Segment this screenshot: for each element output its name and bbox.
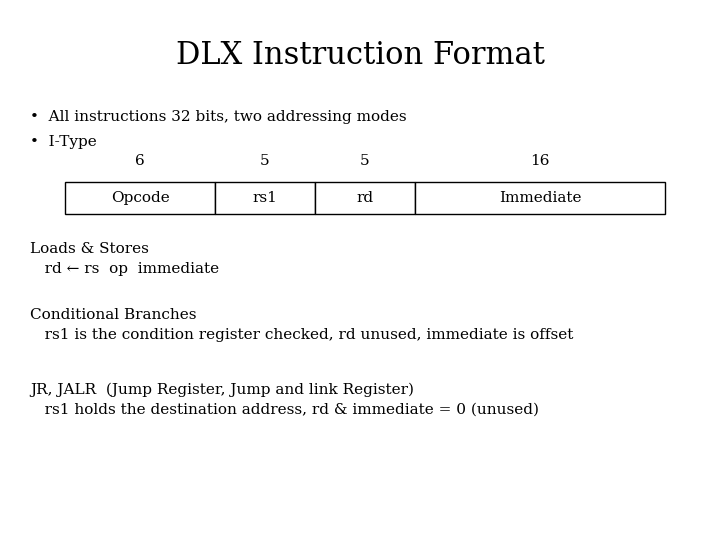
Text: rs1 is the condition register checked, rd unused, immediate is offset: rs1 is the condition register checked, r… — [30, 328, 573, 342]
Text: •  All instructions 32 bits, two addressing modes: • All instructions 32 bits, two addressi… — [30, 110, 407, 124]
Text: 5: 5 — [260, 154, 270, 168]
Text: DLX Instruction Format: DLX Instruction Format — [176, 40, 544, 71]
Text: Conditional Branches: Conditional Branches — [30, 308, 197, 322]
Bar — [315, 182, 415, 214]
Text: rd: rd — [356, 191, 374, 205]
Bar — [215, 182, 315, 214]
Text: Opcode: Opcode — [111, 191, 169, 205]
Text: JR, JALR  (Jump Register, Jump and link Register): JR, JALR (Jump Register, Jump and link R… — [30, 383, 414, 397]
Bar — [65, 182, 215, 214]
Text: 5: 5 — [360, 154, 370, 168]
Text: 16: 16 — [530, 154, 550, 168]
Text: •  I-Type: • I-Type — [30, 135, 96, 149]
Text: rs1: rs1 — [253, 191, 277, 205]
Text: rd ← rs  op  immediate: rd ← rs op immediate — [30, 262, 219, 276]
Text: Loads & Stores: Loads & Stores — [30, 242, 149, 256]
Bar — [415, 182, 665, 214]
Text: Immediate: Immediate — [499, 191, 581, 205]
Text: rs1 holds the destination address, rd & immediate = 0 (unused): rs1 holds the destination address, rd & … — [30, 403, 539, 417]
Text: 6: 6 — [135, 154, 145, 168]
